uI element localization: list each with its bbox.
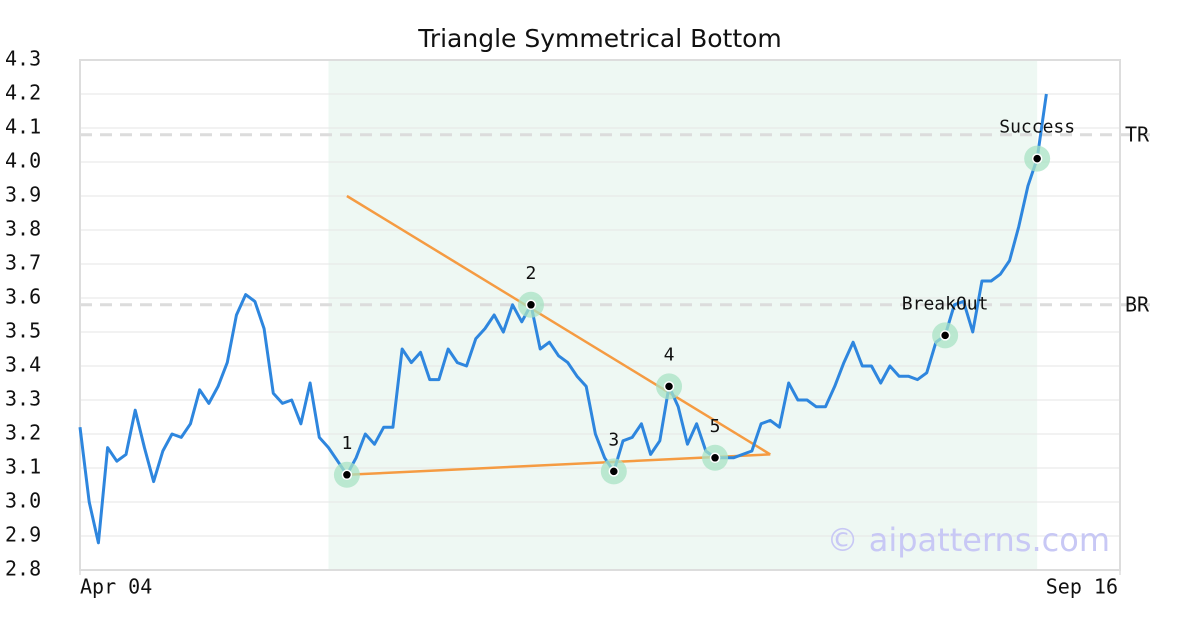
point-label: 4 [664, 344, 675, 365]
chart-title: Triangle Symmetrical Bottom [417, 24, 782, 53]
y-tick-label: 4.0 [5, 149, 41, 173]
y-tick-label: 3.8 [5, 217, 41, 241]
y-tick-label: 3.3 [5, 387, 41, 411]
point-label: BreakOut [902, 293, 989, 314]
point-dot [663, 381, 675, 392]
point-label: 2 [526, 263, 537, 284]
point-dot [1031, 153, 1043, 164]
trendline [346, 453, 771, 477]
y-tick-label: 2.8 [5, 557, 41, 581]
y-tick-label: 3.0 [5, 489, 41, 513]
y-tick-label: 3.1 [5, 455, 41, 479]
point-dot [341, 469, 353, 481]
y-tick-label: 2.9 [5, 523, 41, 547]
price-line [78, 93, 1048, 545]
point-dot [709, 452, 721, 464]
x-tick-label: Sep 16 [1046, 575, 1118, 599]
plot-frame [79, 59, 1121, 571]
point-label: 3 [608, 429, 619, 450]
y-tick-label: 3.5 [5, 319, 41, 343]
trendline [346, 194, 771, 456]
y-tick-label: 4.1 [5, 115, 41, 139]
y-tick-label: 3.4 [5, 353, 41, 377]
point-label: 1 [341, 433, 352, 454]
x-tick-label: Apr 04 [80, 575, 152, 599]
y-tick-label: 4.3 [5, 47, 41, 71]
level-label: TR [1125, 122, 1150, 146]
y-tick-label: 3.6 [5, 285, 41, 309]
point-dot [608, 466, 620, 477]
point-label: Success [999, 117, 1075, 138]
level-label: BR [1125, 292, 1150, 316]
point-dot [525, 299, 537, 311]
point-dot [939, 330, 951, 341]
pattern-zone [328, 60, 1038, 570]
y-tick-label: 3.9 [5, 183, 41, 207]
y-tick-label: 3.7 [5, 251, 41, 275]
y-tick-label: 4.2 [5, 81, 41, 105]
watermark: © aipatterns.com [827, 521, 1110, 559]
y-tick-label: 3.2 [5, 421, 41, 445]
point-label: 5 [710, 416, 721, 437]
